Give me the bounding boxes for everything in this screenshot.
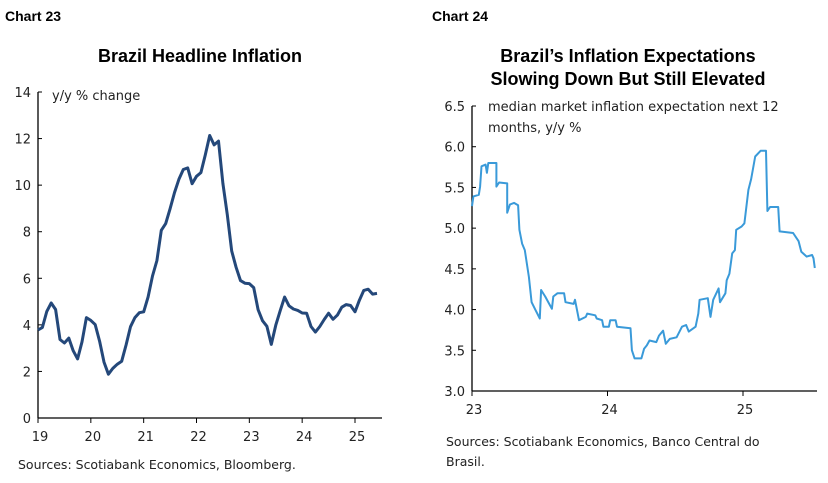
- chart-23-x-tick-label: 25: [349, 430, 366, 445]
- chart-24-title-line-1: Brazil’s Inflation Expectations: [500, 46, 755, 66]
- chart-23-y-tick-label: 8: [23, 226, 31, 241]
- chart-23-series-line: [37, 134, 378, 376]
- chart-23-x-tick-label: 22: [190, 430, 207, 445]
- chart-23-title: Brazil Headline Inflation: [98, 46, 302, 66]
- chart-24: Chart 24 Brazil’s Inflation Expectations…: [432, 8, 817, 469]
- chart-24-label: Chart 24: [432, 8, 488, 24]
- chart-23-y-tick-label: 14: [14, 86, 31, 101]
- chart-23-y-tick-label: 4: [23, 319, 31, 334]
- chart-23-y-tick-label: 0: [23, 412, 31, 427]
- chart-23-x-tick-label: 19: [32, 430, 49, 445]
- chart-23-x-tick-label: 23: [243, 430, 260, 445]
- chart-23-x-tick-label: 24: [296, 430, 313, 445]
- chart-23: Chart 23 Brazil Headline Inflation y/y %…: [5, 8, 382, 472]
- chart-23-source: Sources: Scotiabank Economics, Bloomberg…: [18, 457, 296, 472]
- chart-24-unit-label-line-1: median market inflation expectation next…: [488, 100, 779, 115]
- chart-24-source-line-2: Brasil.: [446, 454, 485, 469]
- chart-24-y-tick-label: 4.0: [444, 304, 465, 319]
- chart-24-y-tick-label: 3.5: [444, 344, 465, 359]
- chart-23-y-tick-label: 6: [23, 272, 31, 287]
- chart-24-source-line-1: Sources: Scotiabank Economics, Banco Cen…: [446, 434, 760, 449]
- chart-24-x-tick-label: 25: [737, 403, 754, 418]
- chart-24-y-tick-label: 5.5: [444, 181, 465, 196]
- chart-24-y-tick-label: 4.5: [444, 263, 465, 278]
- chart-23-y-tick-label: 10: [14, 179, 31, 194]
- chart-24-series-line: [471, 149, 816, 360]
- chart-24-x-tick-label: 23: [466, 403, 483, 418]
- chart-23-x-tick-label: 21: [137, 430, 154, 445]
- chart-24-y-tick-label: 6.0: [444, 141, 465, 156]
- chart-24-y-tick-label: 6.5: [444, 100, 465, 115]
- chart-23-y-tick-label: 12: [14, 133, 31, 148]
- chart-23-unit-label: y/y % change: [52, 89, 140, 104]
- chart-23-y-tick-label: 2: [23, 365, 31, 380]
- chart-24-title-line-2: Slowing Down But Still Elevated: [490, 69, 765, 89]
- chart-24-unit-label-line-2: months, y/y %: [488, 121, 581, 136]
- chart-24-x-tick-label: 24: [601, 403, 618, 418]
- chart-23-label: Chart 23: [5, 8, 61, 24]
- chart-24-y-tick-label: 5.0: [444, 222, 465, 237]
- chart-23-x-tick-label: 20: [85, 430, 102, 445]
- chart-24-y-tick-label: 3.0: [444, 385, 465, 400]
